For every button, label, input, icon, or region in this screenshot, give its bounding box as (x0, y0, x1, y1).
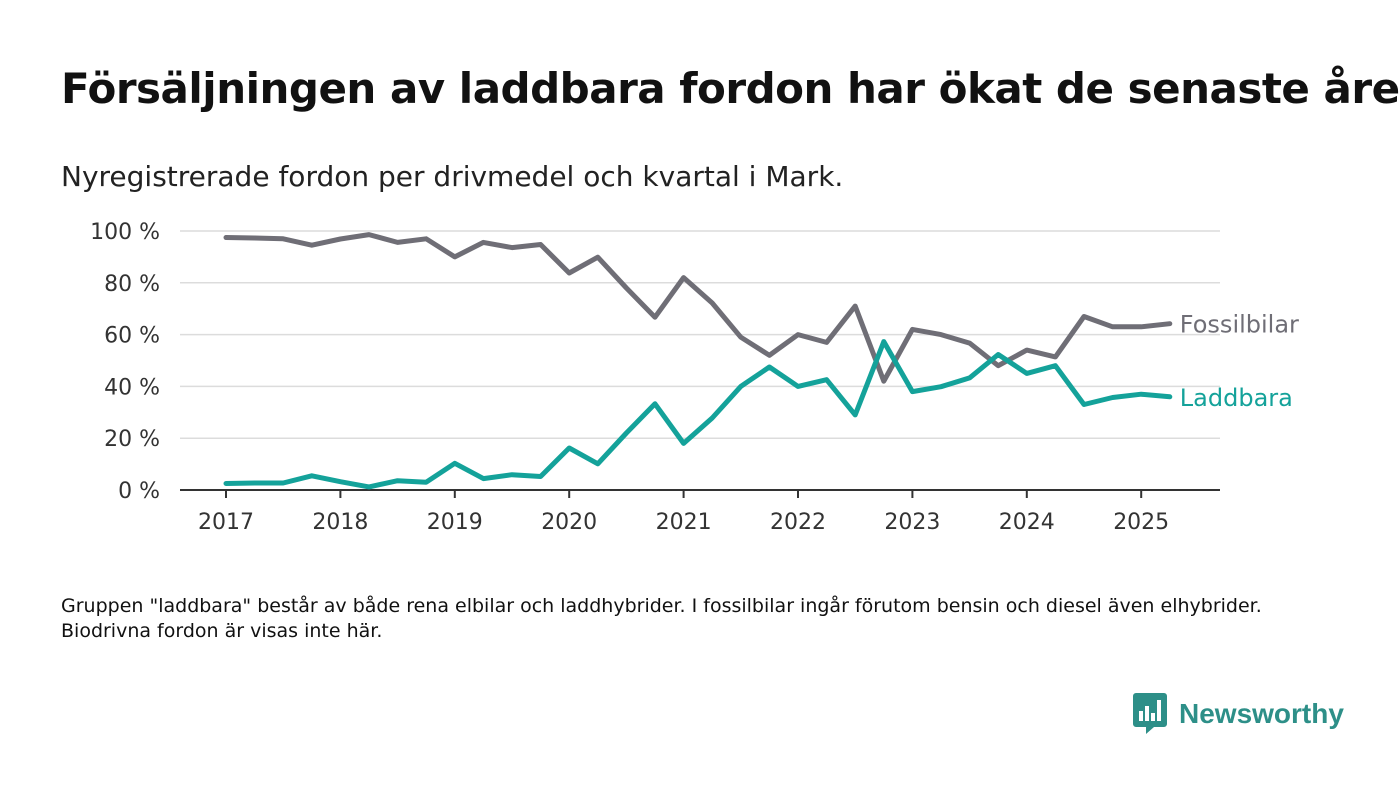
x-tick-label: 2022 (770, 510, 826, 535)
x-tick-label: 2025 (1113, 510, 1169, 535)
series-labels: Fossilbilar Laddbara (1180, 311, 1299, 412)
x-axis (180, 489, 1220, 498)
x-tick-label: 2021 (656, 510, 712, 535)
chart-title: Försäljningen av laddbara fordon har öka… (61, 64, 1400, 113)
y-tick-label: 20 % (104, 427, 160, 452)
x-tick-label: 2018 (312, 510, 368, 535)
chart-subtitle: Nyregistrerade fordon per drivmedel och … (61, 160, 844, 193)
x-axis-tick-labels: 2017 2018 2019 2020 2021 2022 2023 2024 2025 (198, 510, 1169, 535)
series-line-fossilbilar (223, 232, 1173, 384)
y-tick-label: 60 % (104, 324, 160, 349)
x-tick-label: 2019 (427, 510, 483, 535)
y-axis-tick-labels: 0 % 20 % 40 % 60 % 80 % 100 % (90, 220, 160, 504)
series-label-fossilbilar: Fossilbilar (1180, 311, 1299, 339)
y-tick-label: 40 % (104, 375, 160, 400)
line-chart: 0 % 20 % 40 % 60 % 80 % 100 % 2017 2018 2019 202… (90, 220, 1299, 535)
y-tick-label: 80 % (104, 272, 160, 297)
bar-chart-speech-bubble-icon (1133, 693, 1167, 734)
y-tick-label: 100 % (90, 220, 160, 245)
chart-footnote: Gruppen "laddbara" består av både rena e… (61, 595, 1262, 642)
gridlines (180, 230, 1220, 439)
x-tick-label: 2024 (999, 510, 1055, 535)
x-tick-label: 2020 (541, 510, 597, 535)
series-label-laddbara: Laddbara (1180, 384, 1293, 412)
series-line-laddbara (223, 339, 1173, 490)
series-lines (223, 232, 1173, 490)
x-tick-label: 2017 (198, 510, 254, 535)
brand-logo: Newsworthy (1133, 692, 1344, 736)
y-tick-label: 0 % (118, 479, 160, 504)
x-tick-label: 2023 (884, 510, 940, 535)
brand-name: Newsworthy (1179, 698, 1344, 729)
